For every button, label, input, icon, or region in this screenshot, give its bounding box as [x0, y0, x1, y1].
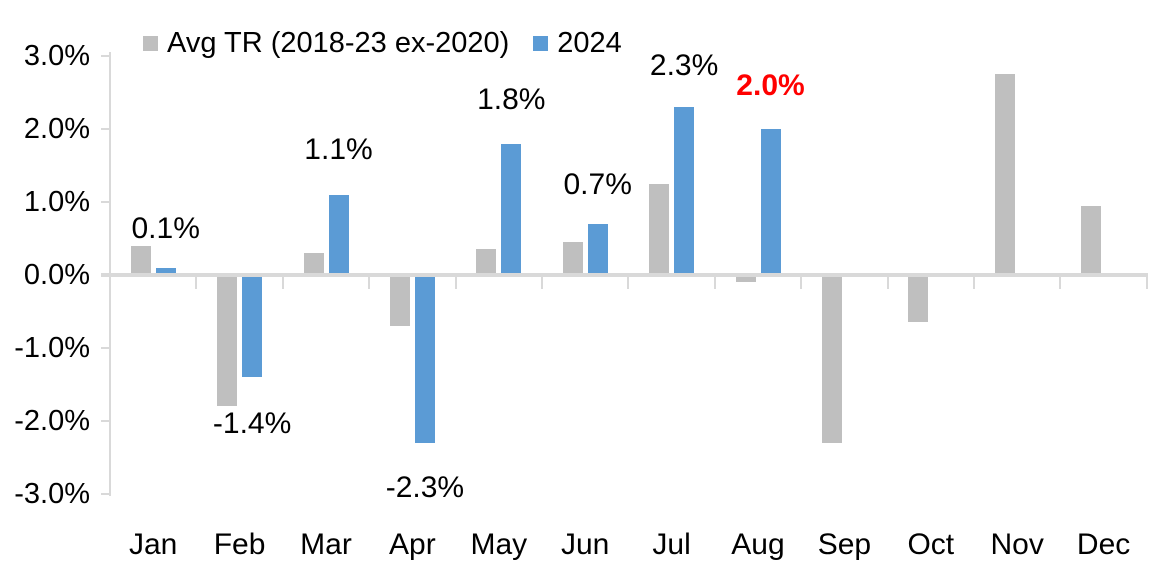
y-axis-tick — [101, 347, 111, 349]
bar-avg-oct — [908, 277, 929, 323]
data-label-apr: -2.3% — [385, 471, 465, 504]
data-label-jan: 0.1% — [131, 212, 200, 245]
bar-2024-apr — [414, 277, 435, 443]
y-axis-tick — [101, 128, 111, 130]
x-axis-tick — [541, 277, 543, 289]
bar-avg-jan — [130, 245, 151, 273]
month-label: Nov — [990, 528, 1044, 561]
y-axis-label: -2.0% — [14, 405, 90, 437]
data-label-jul: 2.3% — [649, 49, 719, 82]
y-axis-tick — [101, 201, 111, 203]
month-label: Sep — [817, 528, 872, 561]
bar-avg-dec — [1081, 205, 1102, 273]
y-axis-tick — [101, 55, 111, 57]
bar-avg-sep — [821, 277, 842, 443]
bar-2024-jan — [155, 267, 176, 273]
y-axis-label: 2.0% — [23, 113, 90, 145]
x-axis-tick — [1059, 277, 1062, 289]
bar-2024-may — [501, 143, 522, 273]
legend-swatch-2024 — [533, 35, 549, 51]
data-label-may: 1.8% — [477, 83, 546, 116]
x-axis-line — [101, 273, 1148, 277]
month-label: Oct — [907, 528, 955, 561]
bar-avg-mar — [303, 253, 324, 273]
month-label: Jun — [561, 528, 610, 561]
x-axis-tick — [973, 277, 975, 289]
bar-avg-jun — [562, 242, 583, 273]
x-axis-tick — [713, 277, 716, 289]
bar-2024-jun — [587, 223, 608, 273]
month-label: Dec — [1076, 528, 1131, 561]
legend-item-avg-tr: Avg TR (2018-23 ex-2020) — [143, 28, 509, 58]
bar-2024-feb — [242, 277, 263, 378]
y-axis-label: 0.0% — [23, 259, 90, 291]
x-axis-tick — [886, 277, 889, 289]
y-axis-tick — [101, 493, 111, 495]
x-axis-tick — [800, 277, 803, 289]
legend-item-2024: 2024 — [533, 28, 622, 58]
legend-label-avg-tr: Avg TR (2018-23 ex-2020) — [167, 27, 510, 59]
legend-label-2024: 2024 — [557, 27, 622, 59]
bar-avg-aug — [735, 277, 756, 283]
y-axis-label: -3.0% — [14, 478, 90, 510]
bar-avg-nov — [994, 74, 1015, 273]
bar-avg-apr — [389, 277, 410, 327]
data-label-jun: 0.7% — [563, 168, 632, 201]
bar-2024-mar — [328, 194, 349, 273]
x-axis-tick — [195, 277, 198, 289]
month-label: Mar — [300, 528, 352, 561]
y-axis-label: -1.0% — [14, 332, 90, 364]
x-axis-tick — [281, 277, 284, 289]
month-label: Aug — [731, 528, 785, 561]
data-label-aug: 2.0% — [736, 69, 805, 102]
bar-2024-jul — [674, 107, 695, 273]
x-axis-tick — [368, 277, 371, 289]
y-axis-tick — [101, 420, 111, 422]
bar-avg-may — [476, 249, 497, 273]
x-axis-tick — [109, 277, 111, 289]
month-label: Jul — [652, 528, 691, 561]
legend: Avg TR (2018-23 ex-2020) 2024 — [143, 28, 622, 58]
month-label: Apr — [389, 528, 436, 561]
month-label: Jan — [129, 528, 178, 561]
month-label: Feb — [213, 528, 266, 561]
data-label-mar: 1.1% — [304, 133, 373, 166]
y-axis-label: 1.0% — [23, 186, 90, 218]
data-label-feb: -1.4% — [212, 407, 292, 440]
x-axis-tick — [1145, 277, 1148, 289]
bar-avg-jul — [649, 183, 670, 273]
x-axis-tick — [454, 277, 457, 289]
month-label: May — [470, 528, 528, 561]
y-axis-label: 3.0% — [23, 40, 90, 72]
bar-avg-feb — [217, 277, 238, 407]
bar-2024-aug — [760, 129, 781, 273]
legend-swatch-avg-tr — [143, 35, 158, 51]
x-axis-tick — [627, 277, 630, 289]
